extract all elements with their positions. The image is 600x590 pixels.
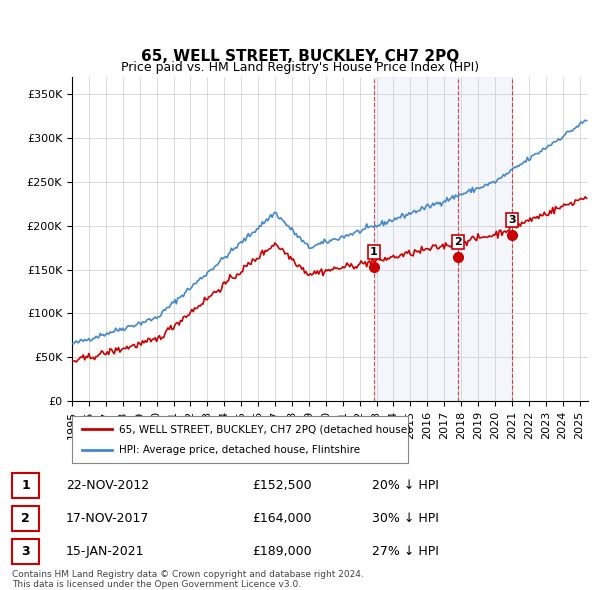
FancyBboxPatch shape bbox=[12, 473, 39, 498]
FancyBboxPatch shape bbox=[12, 506, 39, 531]
Text: 20% ↓ HPI: 20% ↓ HPI bbox=[372, 479, 439, 492]
Text: 2: 2 bbox=[21, 512, 30, 525]
Text: 22-NOV-2012: 22-NOV-2012 bbox=[66, 479, 149, 492]
Text: 65, WELL STREET, BUCKLEY, CH7 2PQ (detached house): 65, WELL STREET, BUCKLEY, CH7 2PQ (detac… bbox=[119, 424, 411, 434]
Text: 65, WELL STREET, BUCKLEY, CH7 2PQ: 65, WELL STREET, BUCKLEY, CH7 2PQ bbox=[141, 48, 459, 64]
Text: 1: 1 bbox=[21, 479, 30, 492]
Text: Price paid vs. HM Land Registry's House Price Index (HPI): Price paid vs. HM Land Registry's House … bbox=[121, 61, 479, 74]
Text: 15-JAN-2021: 15-JAN-2021 bbox=[66, 545, 145, 558]
Text: Contains HM Land Registry data © Crown copyright and database right 2024.
This d: Contains HM Land Registry data © Crown c… bbox=[12, 570, 364, 589]
Text: 3: 3 bbox=[21, 545, 30, 558]
Text: £152,500: £152,500 bbox=[252, 479, 311, 492]
Text: £164,000: £164,000 bbox=[252, 512, 311, 525]
FancyBboxPatch shape bbox=[12, 539, 39, 565]
Text: £189,000: £189,000 bbox=[252, 545, 311, 558]
Text: 17-NOV-2017: 17-NOV-2017 bbox=[66, 512, 149, 525]
Bar bbox=[374, 77, 458, 401]
Bar bbox=[458, 77, 512, 401]
Text: HPI: Average price, detached house, Flintshire: HPI: Average price, detached house, Flin… bbox=[119, 445, 360, 455]
Text: 27% ↓ HPI: 27% ↓ HPI bbox=[372, 545, 439, 558]
Text: 2: 2 bbox=[454, 237, 462, 247]
Text: 3: 3 bbox=[508, 215, 515, 225]
Text: 30% ↓ HPI: 30% ↓ HPI bbox=[372, 512, 439, 525]
Text: 1: 1 bbox=[370, 247, 377, 257]
